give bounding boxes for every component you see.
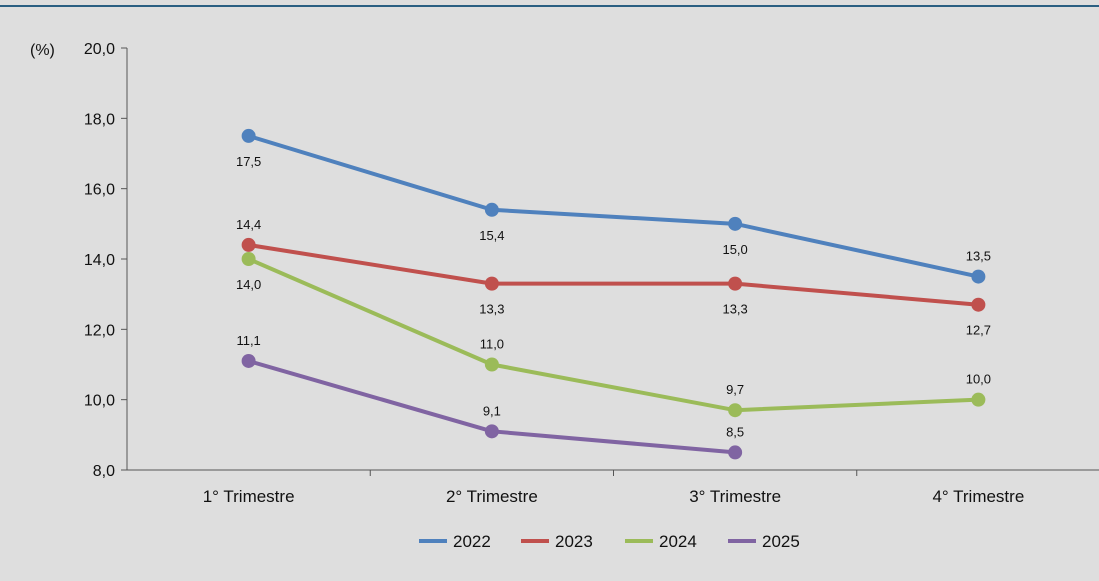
legend-label: 2025 bbox=[762, 532, 800, 551]
legend-label: 2022 bbox=[453, 532, 491, 551]
series-2024: 14,0 11,0 9,7 10,0 bbox=[236, 252, 991, 418]
data-label: 9,1 bbox=[483, 403, 501, 418]
series-line-2023 bbox=[248, 242, 979, 307]
data-label: 13,3 bbox=[722, 302, 747, 317]
legend-item-2025: 2025 bbox=[728, 532, 800, 551]
data-point bbox=[484, 357, 499, 372]
data-point bbox=[728, 403, 743, 418]
data-label: 12,7 bbox=[966, 323, 991, 338]
legend: 2022 2023 2024 2025 bbox=[419, 532, 800, 551]
data-point bbox=[728, 445, 743, 460]
y-tick-label: 16,0 bbox=[84, 182, 115, 199]
y-tick-label: 12,0 bbox=[84, 322, 115, 339]
legend-label: 2023 bbox=[555, 532, 593, 551]
y-tick-label: 18,0 bbox=[84, 111, 115, 128]
axes: (%) 8,0 10,0 12,0 14,0 16,0 18,0 20,0 1° Trimes… bbox=[30, 41, 1099, 506]
data-label: 10,0 bbox=[966, 372, 991, 387]
data-label: 13,3 bbox=[479, 302, 504, 317]
legend-label: 2024 bbox=[659, 532, 697, 551]
y-tick-label: 14,0 bbox=[84, 252, 115, 269]
data-point bbox=[971, 392, 986, 407]
x-tick-label: 3° Trimestre bbox=[689, 487, 781, 506]
series-line-2022 bbox=[248, 134, 979, 279]
data-label: 14,0 bbox=[236, 277, 261, 292]
series-line-2024 bbox=[247, 257, 979, 413]
legend-item-2022: 2022 bbox=[419, 532, 491, 551]
data-point bbox=[241, 252, 256, 266]
data-point bbox=[728, 216, 743, 231]
x-tick-label: 1° Trimestre bbox=[203, 487, 295, 506]
data-label: 8,5 bbox=[726, 424, 744, 439]
series-2022: 17,5 15,4 15,0 13,5 bbox=[236, 128, 991, 284]
plot-area: 17,5 15,4 15,0 13,5 14,4 13,3 13,3 12,7 14,0 11,0… bbox=[236, 128, 991, 460]
y-tick-label: 8,0 bbox=[93, 463, 115, 480]
data-point bbox=[241, 237, 256, 252]
data-label: 14,4 bbox=[236, 217, 261, 232]
data-label: 17,5 bbox=[236, 154, 261, 169]
data-point bbox=[241, 128, 256, 143]
data-label: 15,4 bbox=[479, 228, 504, 243]
data-label: 9,7 bbox=[726, 382, 744, 397]
x-tick-label: 4° Trimestre bbox=[932, 487, 1024, 506]
data-point bbox=[971, 297, 986, 312]
legend-item-2023: 2023 bbox=[521, 532, 593, 551]
data-point bbox=[484, 202, 499, 217]
data-label: 11,1 bbox=[236, 333, 260, 348]
data-point bbox=[484, 424, 499, 439]
data-point bbox=[484, 276, 499, 291]
data-point bbox=[241, 353, 256, 368]
series-2023: 14,4 13,3 13,3 12,7 bbox=[236, 217, 991, 338]
y-unit-label: (%) bbox=[30, 42, 55, 59]
x-tick-label: 2° Trimestre bbox=[446, 487, 538, 506]
data-label: 15,0 bbox=[722, 242, 747, 257]
legend-item-2024: 2024 bbox=[625, 532, 697, 551]
data-point bbox=[971, 269, 986, 284]
y-tick-label: 20,0 bbox=[84, 41, 115, 58]
data-point bbox=[728, 276, 743, 291]
y-tick-label: 10,0 bbox=[84, 393, 115, 410]
series-2025: 11,1 9,1 8,5 bbox=[236, 333, 744, 460]
data-label: 11,0 bbox=[480, 337, 504, 352]
data-label: 13,5 bbox=[966, 249, 991, 264]
